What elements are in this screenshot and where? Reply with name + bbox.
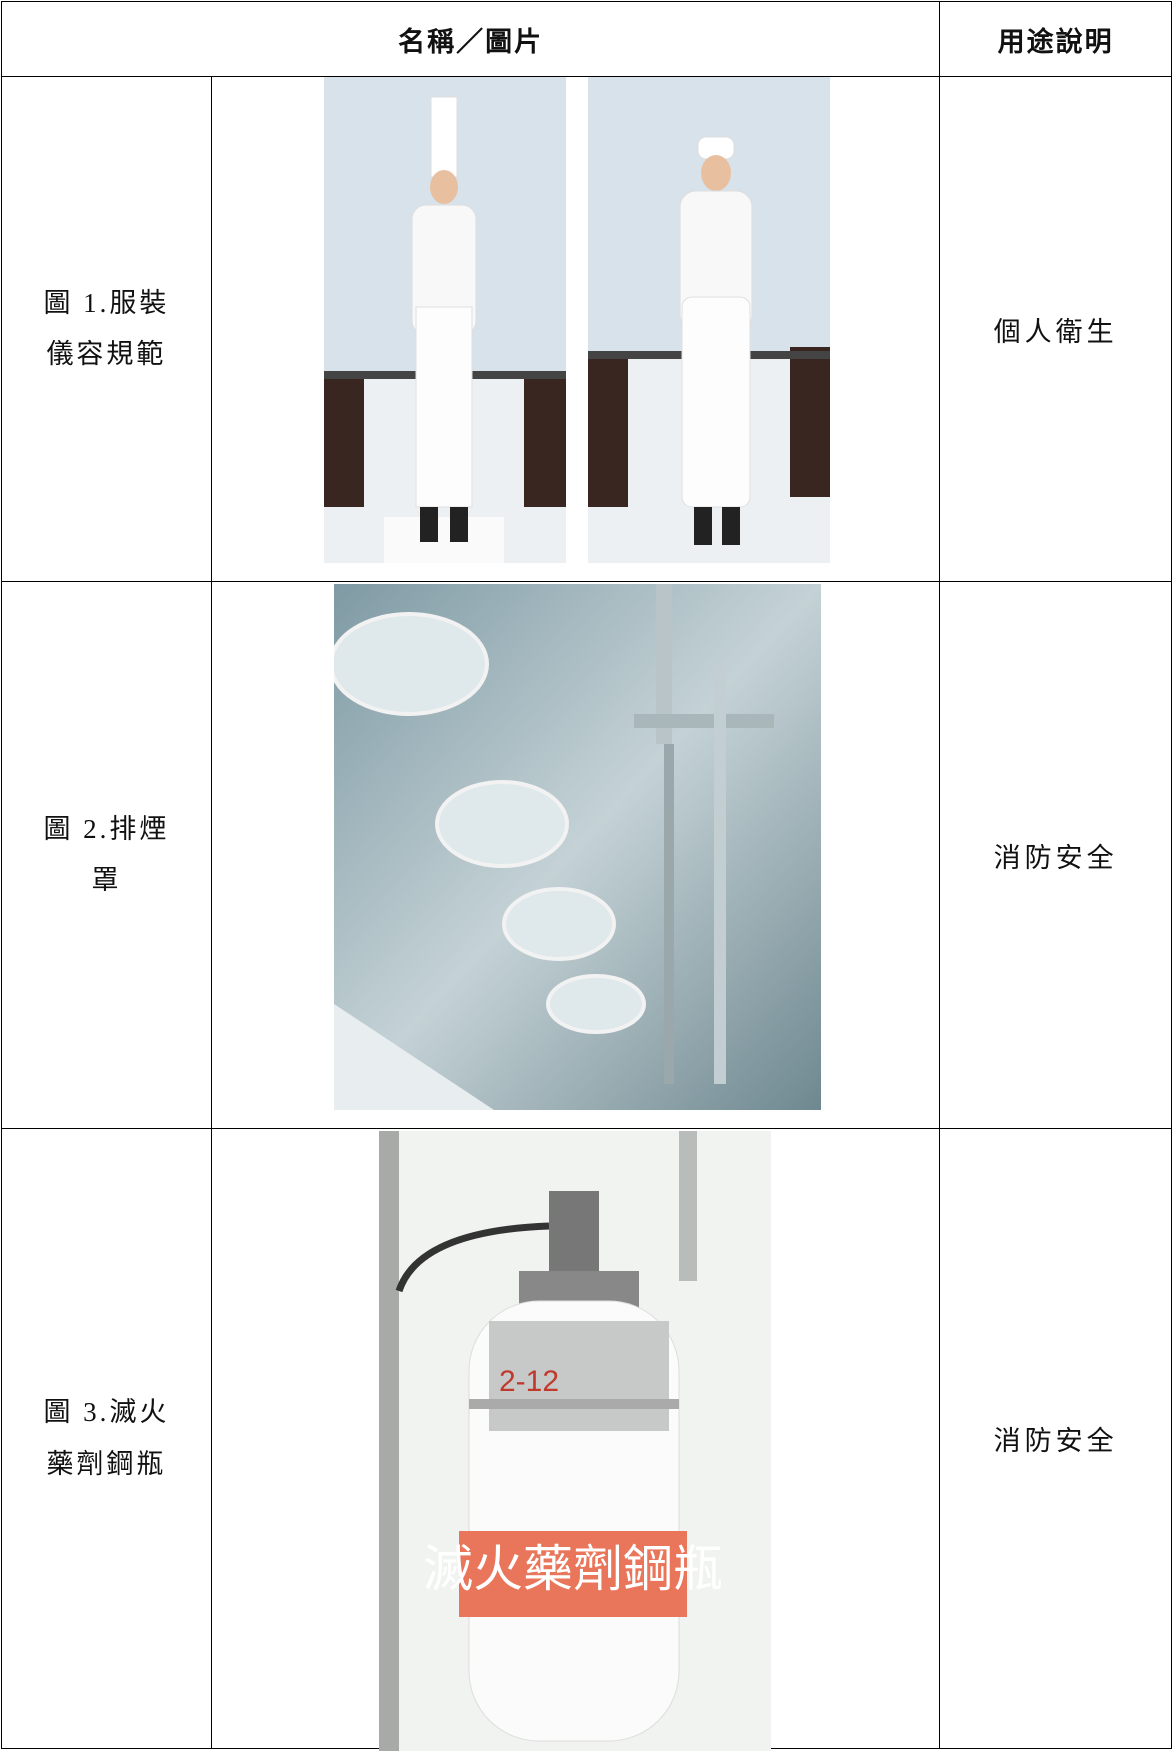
table-row: 圖 1.服裝儀容規範 [1,76,1172,582]
use-cell: 個人衛生 [939,76,1172,582]
name-cell: 圖 1.服裝儀容規範 [1,76,212,582]
photo-cylinder: 2-12 滅火藥劑鋼瓶 [378,1131,771,1751]
name-cell: 圖 2.排煙罩 [1,581,212,1129]
photo-label: 滅火藥劑鋼瓶 [423,1541,723,1597]
header-cell: 用途說明 [939,1,1172,77]
photo-hood [333,584,821,1110]
image-cell: 2-12 滅火藥劑鋼瓶 [210,1128,941,1751]
use-cell: 消防安全 [939,1128,1172,1749]
header-row: 名稱／圖片 用途說明 [0,1,1172,77]
image-cell [210,581,941,1129]
header-cell: 名稱／圖片 [0,1,941,77]
image-cell [210,76,941,582]
photo-label: 2-12 [499,1365,559,1398]
photo-uniform-side [587,77,830,563]
table-row: 圖 3.滅火藥劑鋼瓶 2-12 滅火藥劑鋼瓶 消防安全 [1,1128,1172,1751]
use-cell: 消防安全 [939,581,1172,1129]
name-cell: 圖 3.滅火藥劑鋼瓶 [1,1128,212,1749]
table-row: 圖 2.排煙罩 消防安全 [1,581,1172,1129]
photo-uniform-front [323,77,566,563]
